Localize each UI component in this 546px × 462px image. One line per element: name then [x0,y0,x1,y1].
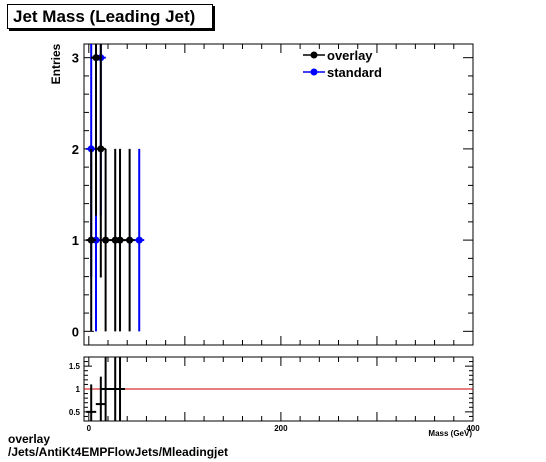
footer-path: /Jets/AntiKt4EMPFlowJets/Mleadingjet [8,445,229,459]
overlay-data-point [87,236,95,244]
x-axis-label: Mass (GeV) [428,429,472,438]
overlay-data-point [116,236,124,244]
ratio-y-tick-label: 1 [76,385,81,394]
title-box: Jet Mass (Leading Jet) [7,4,213,29]
ratio-y-tick-label: 0.5 [69,408,81,417]
overlay-series-group [86,44,135,332]
standard-data-point [135,236,143,244]
main-y-tick-label: 3 [72,51,79,66]
chart-title: Jet Mass (Leading Jet) [13,7,196,26]
ratio-x-tick-label: 200 [274,424,288,433]
legend-standard-label: standard [327,65,382,80]
main-y-tick-label: 0 [72,324,79,339]
main-y-tick-label: 1 [72,233,79,248]
footer-label: overlay [8,432,51,446]
main-plot-frame [83,43,474,346]
overlay-data-point [92,54,100,62]
legend-overlay-marker [310,51,318,59]
overlay-data-point [97,145,105,153]
ratio-x-tick-label: 400 [466,424,480,433]
overlay-data-point [102,236,110,244]
main-y-tick-label: 2 [72,142,79,157]
overlay-data-point [126,236,134,244]
ratio-y-tick-label: 1.5 [69,362,81,371]
y-axis-label: Entries [49,43,63,84]
ratio-series-group [86,357,126,421]
legend-overlay-label: overlay [327,48,373,63]
legend-standard-marker [310,68,318,76]
ratio-x-tick-label: 0 [87,424,92,433]
